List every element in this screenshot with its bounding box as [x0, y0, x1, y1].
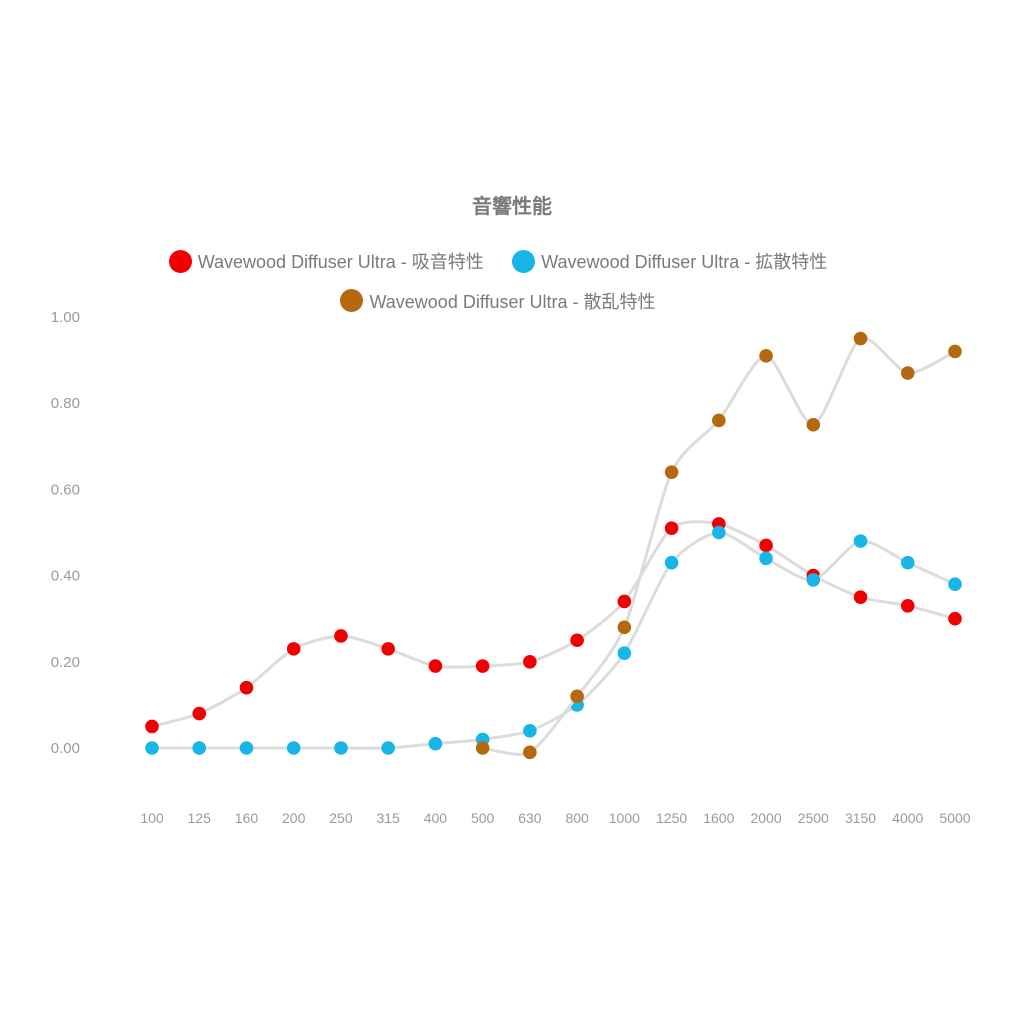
svg-text:0.80: 0.80 [51, 395, 80, 412]
svg-text:3150: 3150 [845, 810, 876, 826]
svg-text:200: 200 [282, 810, 306, 826]
svg-text:0.20: 0.20 [51, 654, 80, 671]
svg-text:250: 250 [329, 810, 353, 826]
svg-text:1600: 1600 [703, 810, 734, 826]
svg-text:4000: 4000 [892, 810, 923, 826]
svg-text:800: 800 [565, 810, 589, 826]
svg-text:160: 160 [235, 810, 259, 826]
svg-text:125: 125 [188, 810, 212, 826]
svg-text:2500: 2500 [798, 810, 829, 826]
svg-text:2000: 2000 [750, 810, 781, 826]
svg-text:315: 315 [376, 810, 400, 826]
svg-text:500: 500 [471, 810, 495, 826]
svg-text:1.00: 1.00 [51, 309, 80, 326]
svg-text:0.00: 0.00 [51, 740, 80, 757]
svg-text:1250: 1250 [656, 810, 687, 826]
svg-text:5000: 5000 [939, 810, 970, 826]
svg-text:100: 100 [140, 810, 164, 826]
svg-text:0.60: 0.60 [51, 481, 80, 498]
svg-text:1000: 1000 [609, 810, 640, 826]
svg-text:630: 630 [518, 810, 542, 826]
svg-text:0.40: 0.40 [51, 568, 80, 585]
svg-text:400: 400 [424, 810, 448, 826]
